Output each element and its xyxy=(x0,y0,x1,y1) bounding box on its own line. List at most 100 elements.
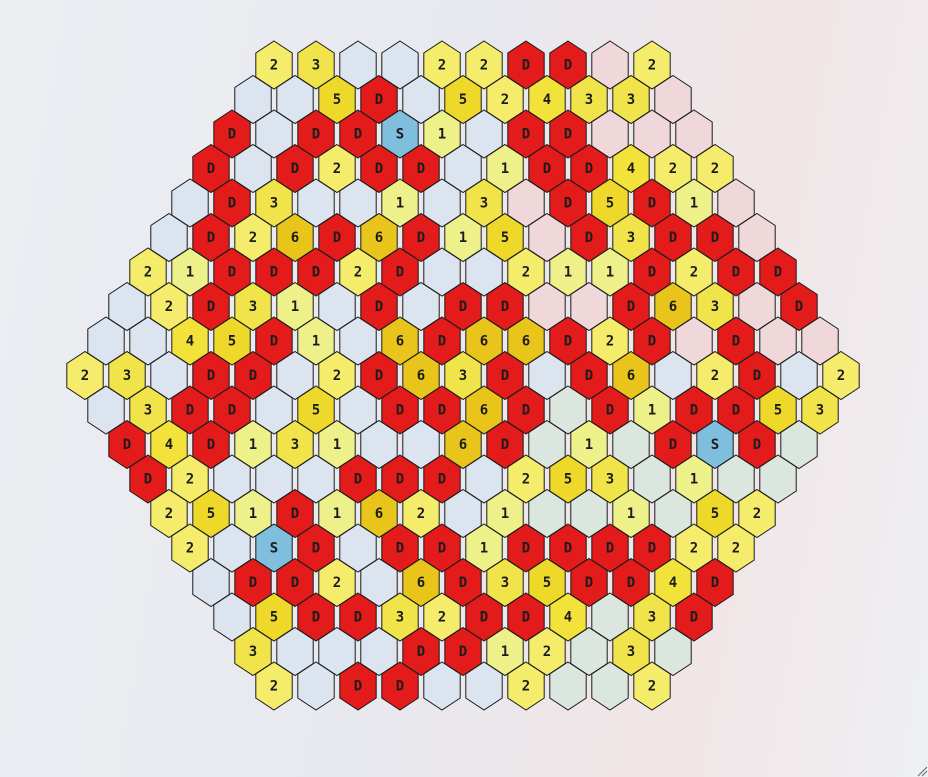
hex-cell-empty[interactable] xyxy=(213,454,251,504)
hex-cell-danger[interactable]: D xyxy=(633,523,671,573)
hex-cell-empty[interactable] xyxy=(234,74,272,125)
hex-cell-number[interactable]: 3 xyxy=(255,178,293,228)
hex-cell-number[interactable]: 2 xyxy=(339,247,377,297)
hex-cell-danger[interactable]: D xyxy=(213,178,251,228)
hex-cell-empty[interactable] xyxy=(654,626,692,677)
hex-cell-danger[interactable]: D xyxy=(297,109,335,159)
hex-cell-empty[interactable] xyxy=(801,316,839,366)
hex-cell-empty[interactable] xyxy=(423,661,461,711)
hex-cell-empty[interactable] xyxy=(759,454,797,504)
hex-cell-number[interactable]: 3 xyxy=(465,178,503,228)
hex-cell-number[interactable]: 2 xyxy=(822,350,860,401)
hex-cell-number[interactable]: 6 xyxy=(612,350,650,401)
hex-cell-start[interactable]: S xyxy=(381,109,419,159)
hex-cell-number[interactable]: 3 xyxy=(612,74,650,125)
hex-cell-number[interactable]: 2 xyxy=(423,592,461,642)
hex-cell-danger[interactable]: D xyxy=(234,557,272,608)
hex-cell-danger[interactable]: D xyxy=(276,557,314,608)
hex-cell-danger[interactable]: D xyxy=(381,385,419,435)
hex-cell-danger[interactable]: D xyxy=(675,385,713,435)
hex-cell-number[interactable]: 4 xyxy=(528,74,566,125)
hex-cell-empty[interactable] xyxy=(633,454,671,504)
hex-cell-danger[interactable]: D xyxy=(738,419,776,470)
hex-cell-empty[interactable] xyxy=(738,281,776,332)
hex-cell-number[interactable]: 4 xyxy=(612,143,650,194)
hex-cell-empty[interactable] xyxy=(654,350,692,401)
hex-cell-number[interactable]: 3 xyxy=(129,385,167,435)
hex-cell-empty[interactable] xyxy=(339,523,377,573)
hex-cell-number[interactable]: 3 xyxy=(612,212,650,263)
hex-cell-number[interactable]: 2 xyxy=(633,661,671,711)
hex-cell-danger[interactable]: D xyxy=(738,350,776,401)
hex-cell-number[interactable]: 1 xyxy=(486,488,524,539)
hex-cell-empty[interactable] xyxy=(297,454,335,504)
hex-cell-empty[interactable] xyxy=(192,557,230,608)
hex-cell-empty[interactable] xyxy=(360,626,398,677)
hex-cell-danger[interactable]: D xyxy=(171,385,209,435)
hex-cell-number[interactable]: 6 xyxy=(360,212,398,263)
hex-cell-number[interactable]: 2 xyxy=(129,247,167,297)
hex-cell-danger[interactable]: D xyxy=(381,247,419,297)
hex-cell-number[interactable]: 2 xyxy=(654,143,692,194)
hex-cell-danger[interactable]: D xyxy=(192,419,230,470)
hex-cell-number[interactable]: 6 xyxy=(654,281,692,332)
hex-cell-number[interactable]: 3 xyxy=(234,281,272,332)
hex-cell-danger[interactable]: D xyxy=(570,143,608,194)
hex-cell-number[interactable]: 4 xyxy=(171,316,209,366)
hex-cell-number[interactable]: 2 xyxy=(507,247,545,297)
hex-cell-number[interactable]: 2 xyxy=(633,40,671,90)
hex-cell-empty[interactable] xyxy=(654,74,692,125)
hex-cell-empty[interactable] xyxy=(444,488,482,539)
hex-cell-number[interactable]: 6 xyxy=(507,316,545,366)
hex-cell-number[interactable]: 1 xyxy=(549,247,587,297)
hex-cell-empty[interactable] xyxy=(402,74,440,125)
hex-cell-number[interactable]: 5 xyxy=(759,385,797,435)
hex-cell-number[interactable]: 2 xyxy=(675,523,713,573)
hex-cell-danger[interactable]: D xyxy=(339,454,377,504)
hex-cell-number[interactable]: 3 xyxy=(444,350,482,401)
hex-cell-number[interactable]: 6 xyxy=(465,316,503,366)
hex-cell-number[interactable]: 6 xyxy=(381,316,419,366)
hex-cell-empty[interactable] xyxy=(171,178,209,228)
hex-cell-number[interactable]: 2 xyxy=(486,74,524,125)
hex-cell-danger[interactable]: D xyxy=(297,592,335,642)
hex-cell-number[interactable]: 3 xyxy=(108,350,146,401)
hex-cell-number[interactable]: 2 xyxy=(171,454,209,504)
hex-cell-number[interactable]: 5 xyxy=(591,178,629,228)
hex-cell-danger[interactable]: D xyxy=(213,109,251,159)
hex-cell-danger[interactable]: D xyxy=(507,523,545,573)
hex-cell-empty[interactable] xyxy=(444,143,482,194)
hex-cell-number[interactable]: 2 xyxy=(171,523,209,573)
hex-cell-danger[interactable]: D xyxy=(591,523,629,573)
hex-cell-danger[interactable]: D xyxy=(570,350,608,401)
hex-cell-empty[interactable] xyxy=(339,40,377,90)
hex-cell-number[interactable]: 1 xyxy=(423,109,461,159)
hex-cell-danger[interactable]: D xyxy=(360,74,398,125)
hex-cell-empty[interactable] xyxy=(87,385,125,435)
hex-cell-empty[interactable] xyxy=(591,592,629,642)
hex-cell-number[interactable]: 2 xyxy=(150,488,188,539)
hex-cell-danger[interactable]: D xyxy=(381,661,419,711)
hex-cell-danger[interactable]: D xyxy=(570,212,608,263)
hex-cell-number[interactable]: 3 xyxy=(633,592,671,642)
hex-cell-empty[interactable] xyxy=(402,281,440,332)
hex-cell-number[interactable]: 1 xyxy=(675,178,713,228)
hex-cell-danger[interactable]: D xyxy=(717,247,755,297)
hex-cell-number[interactable]: 2 xyxy=(150,281,188,332)
hex-cell-number[interactable]: 2 xyxy=(318,350,356,401)
hex-cell-danger[interactable]: D xyxy=(276,488,314,539)
hex-cell-danger[interactable]: D xyxy=(444,557,482,608)
hex-cell-danger[interactable]: D xyxy=(297,247,335,297)
hex-cell-danger[interactable]: D xyxy=(549,40,587,90)
hex-cell-danger[interactable]: D xyxy=(612,557,650,608)
hex-cell-empty[interactable] xyxy=(717,178,755,228)
hex-cell-danger[interactable]: D xyxy=(360,281,398,332)
hex-cell-number[interactable]: 3 xyxy=(486,557,524,608)
hex-cell-danger[interactable]: D xyxy=(654,419,692,470)
hex-cell-empty[interactable] xyxy=(780,350,818,401)
hex-cell-danger[interactable]: D xyxy=(717,316,755,366)
hex-cell-number[interactable]: 1 xyxy=(234,488,272,539)
hex-cell-empty[interactable] xyxy=(591,661,629,711)
hex-cell-danger[interactable]: D xyxy=(108,419,146,470)
hex-cell-number[interactable]: 1 xyxy=(675,454,713,504)
